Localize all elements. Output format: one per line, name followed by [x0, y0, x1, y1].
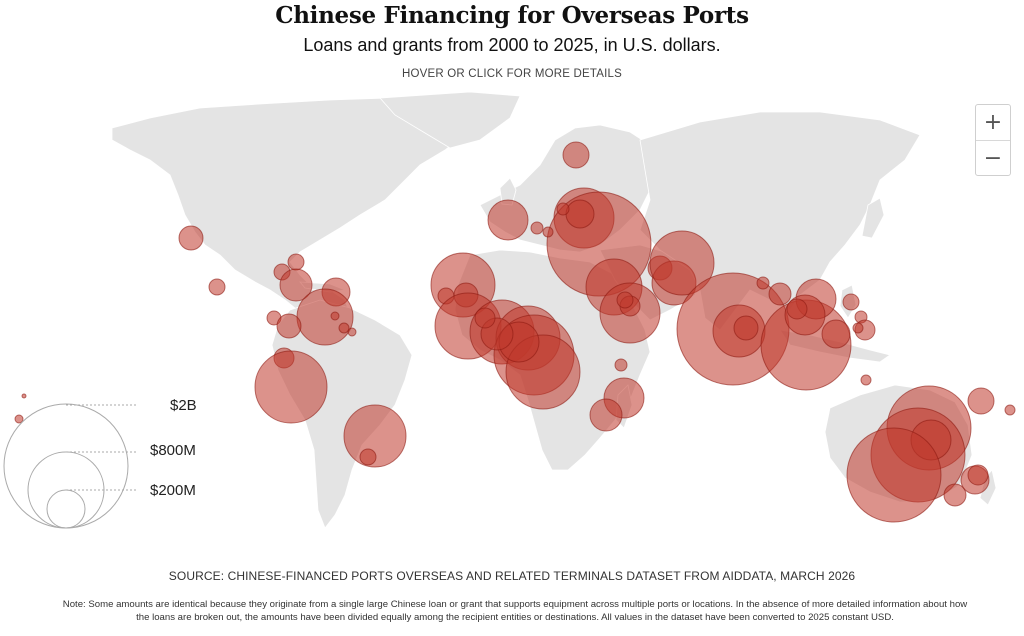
port-bubble[interactable]	[852, 322, 864, 334]
port-bubble[interactable]	[616, 291, 634, 309]
legend-label-2b: $2B	[170, 397, 197, 414]
port-bubble[interactable]	[487, 199, 529, 241]
zoom-out-button[interactable]: −	[983, 146, 1003, 171]
port-bubble[interactable]	[565, 199, 595, 229]
port-bubble[interactable]	[733, 315, 759, 341]
port-bubble[interactable]	[786, 298, 808, 320]
source-note: SOURCE: CHINESE-FINANCED PORTS OVERSEAS …	[168, 569, 856, 583]
port-bubble[interactable]	[649, 230, 715, 296]
port-bubble[interactable]	[842, 293, 860, 311]
port-bubble[interactable]	[614, 358, 628, 372]
legend-circle	[3, 403, 129, 529]
port-bubble[interactable]	[276, 313, 302, 339]
land-greenland	[379, 91, 521, 149]
port-bubble[interactable]	[821, 319, 851, 349]
port-bubble[interactable]	[254, 350, 328, 424]
port-bubble[interactable]	[14, 414, 24, 424]
port-bubble[interactable]	[1004, 404, 1016, 416]
port-bubble[interactable]	[287, 253, 305, 271]
port-bubble[interactable]	[343, 404, 407, 468]
world-map[interactable]	[0, 86, 1024, 556]
legend-label-800m: $800M	[150, 442, 196, 459]
zoom-in-button[interactable]: +	[983, 110, 1003, 135]
port-bubble[interactable]	[756, 276, 770, 290]
port-bubbles[interactable]	[14, 141, 1016, 523]
port-bubble[interactable]	[860, 374, 872, 386]
page-subtitle: Loans and grants from 2000 to 2025, in U…	[303, 35, 721, 55]
port-bubble[interactable]	[347, 327, 357, 337]
port-bubble[interactable]	[279, 268, 313, 302]
port-bubble[interactable]	[562, 141, 590, 169]
port-bubble[interactable]	[943, 483, 967, 507]
port-bubble[interactable]	[359, 448, 377, 466]
size-legend	[3, 403, 138, 529]
land-new-zealand	[979, 469, 997, 506]
port-bubble[interactable]	[338, 322, 350, 334]
port-bubble[interactable]	[208, 278, 226, 296]
port-bubble[interactable]	[768, 282, 792, 306]
port-bubble[interactable]	[589, 398, 623, 432]
port-bubble[interactable]	[846, 427, 942, 523]
interaction-hint: HOVER OR CLICK FOR MORE DETAILS	[401, 68, 623, 80]
port-bubble[interactable]	[530, 221, 544, 235]
footnote: Note: Some amounts are identical because…	[62, 599, 968, 623]
legend-circle	[46, 489, 86, 529]
port-bubble[interactable]	[967, 387, 995, 415]
port-bubble[interactable]	[21, 393, 27, 399]
port-bubble[interactable]	[330, 311, 340, 321]
port-bubble[interactable]	[967, 464, 989, 486]
zoom-divider	[976, 140, 1010, 141]
land-japan	[861, 197, 885, 239]
port-bubble[interactable]	[474, 307, 496, 329]
port-bubble[interactable]	[178, 225, 204, 251]
legend-label-200m: $200M	[150, 482, 196, 499]
zoom-control: + −	[975, 104, 1011, 176]
port-bubble[interactable]	[542, 226, 554, 238]
port-bubble[interactable]	[296, 288, 354, 346]
page-title: Chinese Financing for Overseas Ports	[275, 2, 749, 29]
port-bubble[interactable]	[556, 202, 570, 216]
